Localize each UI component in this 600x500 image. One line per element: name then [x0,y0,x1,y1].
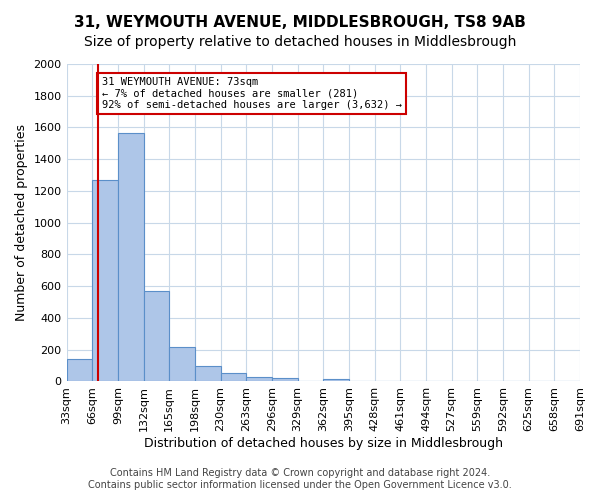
Bar [272,378,298,382]
Bar [143,291,169,382]
Bar [169,346,195,382]
X-axis label: Distribution of detached houses by size in Middlesbrough: Distribution of detached houses by size … [144,437,503,450]
Text: Contains HM Land Registry data © Crown copyright and database right 2024.
Contai: Contains HM Land Registry data © Crown c… [88,468,512,490]
Text: 31, WEYMOUTH AVENUE, MIDDLESBROUGH, TS8 9AB: 31, WEYMOUTH AVENUE, MIDDLESBROUGH, TS8 … [74,15,526,30]
Bar [221,372,246,382]
Text: 31 WEYMOUTH AVENUE: 73sqm
← 7% of detached houses are smaller (281)
92% of semi-: 31 WEYMOUTH AVENUE: 73sqm ← 7% of detach… [101,76,401,110]
Bar [67,359,92,382]
Bar [323,379,349,382]
Bar [92,180,118,382]
Bar [246,378,272,382]
Bar [118,133,143,382]
Bar [298,380,323,382]
Y-axis label: Number of detached properties: Number of detached properties [15,124,28,321]
Bar [195,366,221,382]
Bar [349,380,374,382]
Text: Size of property relative to detached houses in Middlesbrough: Size of property relative to detached ho… [84,35,516,49]
